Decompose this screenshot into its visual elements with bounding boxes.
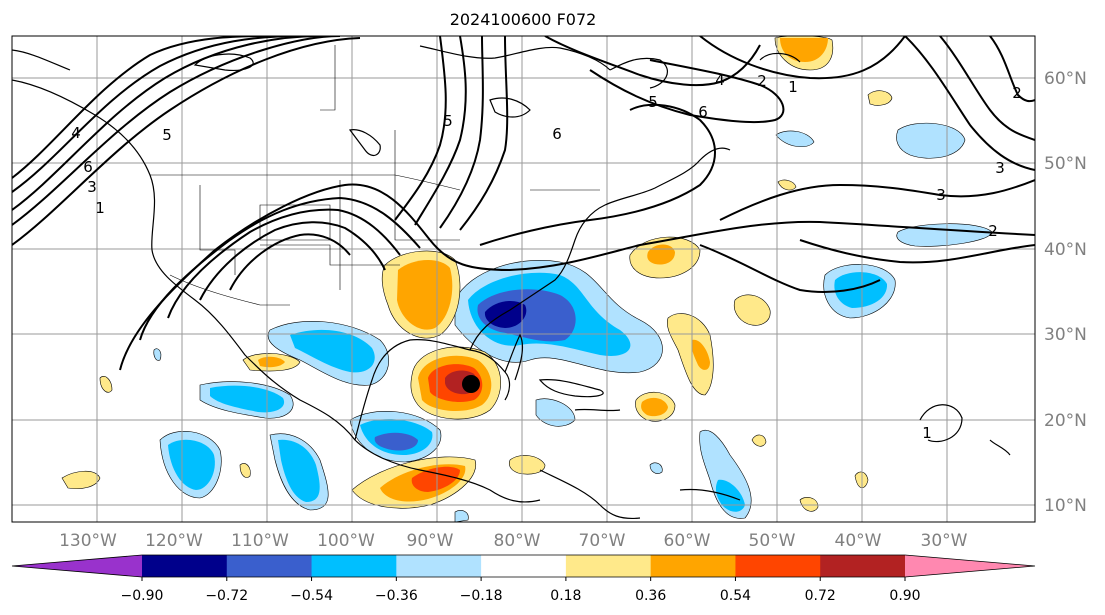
- storm-center-marker: [462, 375, 480, 393]
- lon-label: 120°W: [145, 531, 203, 551]
- colorbar-segment: [142, 555, 228, 577]
- map-title: 2024100600 F072: [449, 10, 597, 29]
- contour-label: 5: [443, 112, 453, 130]
- lat-label: 50°N: [1044, 154, 1087, 174]
- anomaly-shading: [61, 36, 993, 522]
- latitude-labels: 60°N 50°N 40°N 30°N 20°N 10°N: [1044, 69, 1087, 516]
- colorbar-ticks: −0.90 −0.72 −0.54 −0.36 −0.18 0.18 0.36 0.54 0.7…: [121, 577, 921, 604]
- contour-label: 1: [95, 199, 105, 217]
- contour-label: 5: [648, 93, 658, 111]
- height-contours: [12, 36, 1035, 371]
- colorbar-segment: [226, 555, 313, 577]
- contour-label: 2: [988, 222, 998, 240]
- lon-label: 110°W: [231, 531, 289, 551]
- colorbar-segment: [311, 555, 397, 577]
- contour-label: 3: [936, 186, 946, 204]
- contour-label: 3: [995, 159, 1005, 177]
- lat-label: 40°N: [1044, 240, 1087, 260]
- contour-label: 6: [698, 103, 708, 121]
- colorbar: [11, 554, 1036, 578]
- contour-label: 4: [71, 124, 81, 142]
- contour-label: 5: [162, 126, 172, 144]
- lon-label: 30°W: [921, 531, 968, 551]
- lon-label: 50°W: [749, 531, 796, 551]
- contour-label: 1: [922, 424, 932, 442]
- colorbar-tick-label: −0.36: [375, 588, 418, 604]
- contour-label: 6: [552, 125, 562, 143]
- lat-label: 20°N: [1044, 411, 1087, 431]
- contour-label: 3: [87, 178, 97, 196]
- contour-label: 4: [715, 71, 725, 89]
- map-area: 5 6 4 3 1 5 6 5 4 2 1 6 3 2 3 2 1: [12, 36, 1035, 522]
- contour-label: 2: [757, 72, 767, 90]
- colorbar-tick-label: 0.36: [635, 588, 666, 604]
- contour-label: 2: [1012, 84, 1022, 102]
- colorbar-tick-label: −0.18: [460, 588, 503, 604]
- colorbar-tick-label: −0.72: [205, 588, 248, 604]
- colorbar-segment: [820, 555, 906, 577]
- colorbar-tick-label: 0.90: [889, 588, 920, 604]
- colorbar-tick-label: −0.90: [121, 588, 164, 604]
- colorbar-segment: [396, 555, 482, 577]
- colorbar-tick-label: −0.54: [290, 588, 333, 604]
- longitude-labels: 130°W 120°W 110°W 100°W 90°W 80°W 70°W 6…: [59, 531, 968, 551]
- colorbar-extend-high: [905, 555, 1035, 577]
- colorbar-segment: [735, 555, 821, 577]
- colorbar-extend-low: [12, 555, 142, 577]
- colorbar-tick-label: 0.54: [720, 588, 751, 604]
- lat-label: 30°N: [1044, 325, 1087, 345]
- colorbar-segment: [650, 555, 736, 577]
- lon-label: 40°W: [835, 531, 882, 551]
- colorbar-tick-label: 0.72: [805, 588, 836, 604]
- lon-label: 80°W: [494, 531, 541, 551]
- graticule: [12, 36, 1035, 522]
- lon-label: 90°W: [407, 531, 454, 551]
- colorbar-segment: [565, 555, 652, 577]
- contour-labels: 5 6 4 3 1 5 6 5 4 2 1 6 3 2 3 2 1: [71, 71, 1022, 442]
- lon-label: 60°W: [664, 531, 711, 551]
- lat-label: 10°N: [1044, 496, 1087, 516]
- map-frame: [11, 35, 1036, 523]
- lon-label: 70°W: [579, 531, 626, 551]
- lon-label: 100°W: [317, 531, 375, 551]
- colorbar-segment: [481, 555, 567, 577]
- lon-label: 130°W: [59, 531, 117, 551]
- lat-label: 60°N: [1044, 69, 1087, 89]
- contour-label: 6: [83, 158, 93, 176]
- contour-label: 1: [788, 78, 798, 96]
- colorbar-tick-label: 0.18: [550, 588, 581, 604]
